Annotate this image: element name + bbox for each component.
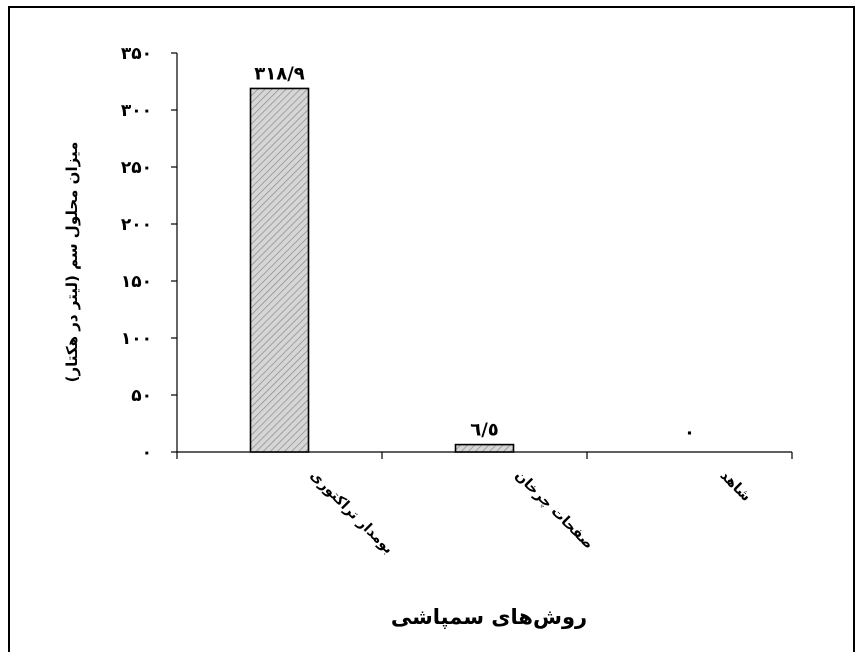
data-label: ٦/٥: [470, 420, 499, 441]
y-tick-label: ۱۵۰: [121, 272, 152, 292]
y-tick-label: ۲۰۰: [121, 215, 152, 235]
y-tick-label: ۳۵۰: [121, 44, 152, 64]
data-label: ۰: [684, 422, 695, 443]
y-tick-label: ۳۰۰: [121, 101, 152, 121]
y-axis-title: میزان محلول سم (لیتر در هکتار): [63, 142, 81, 383]
y-tick-label: ۰: [142, 443, 152, 463]
bar: [249, 87, 310, 453]
y-tick-label: ۱۰۰: [121, 329, 152, 349]
y-tick-label: ۵۰: [131, 386, 152, 406]
x-category-label: شاهد: [717, 468, 754, 505]
bar: [454, 443, 515, 453]
x-category-label: بومدار تراکتوری: [307, 468, 397, 558]
data-label: ۳۱۸/۹: [254, 63, 305, 84]
chart-frame: [8, 6, 855, 652]
x-category-label: صفحات چرخان: [512, 468, 597, 553]
y-tick-label: ۲۵۰: [121, 158, 152, 178]
x-axis-title: روش‌های سمپاشی: [391, 605, 587, 629]
